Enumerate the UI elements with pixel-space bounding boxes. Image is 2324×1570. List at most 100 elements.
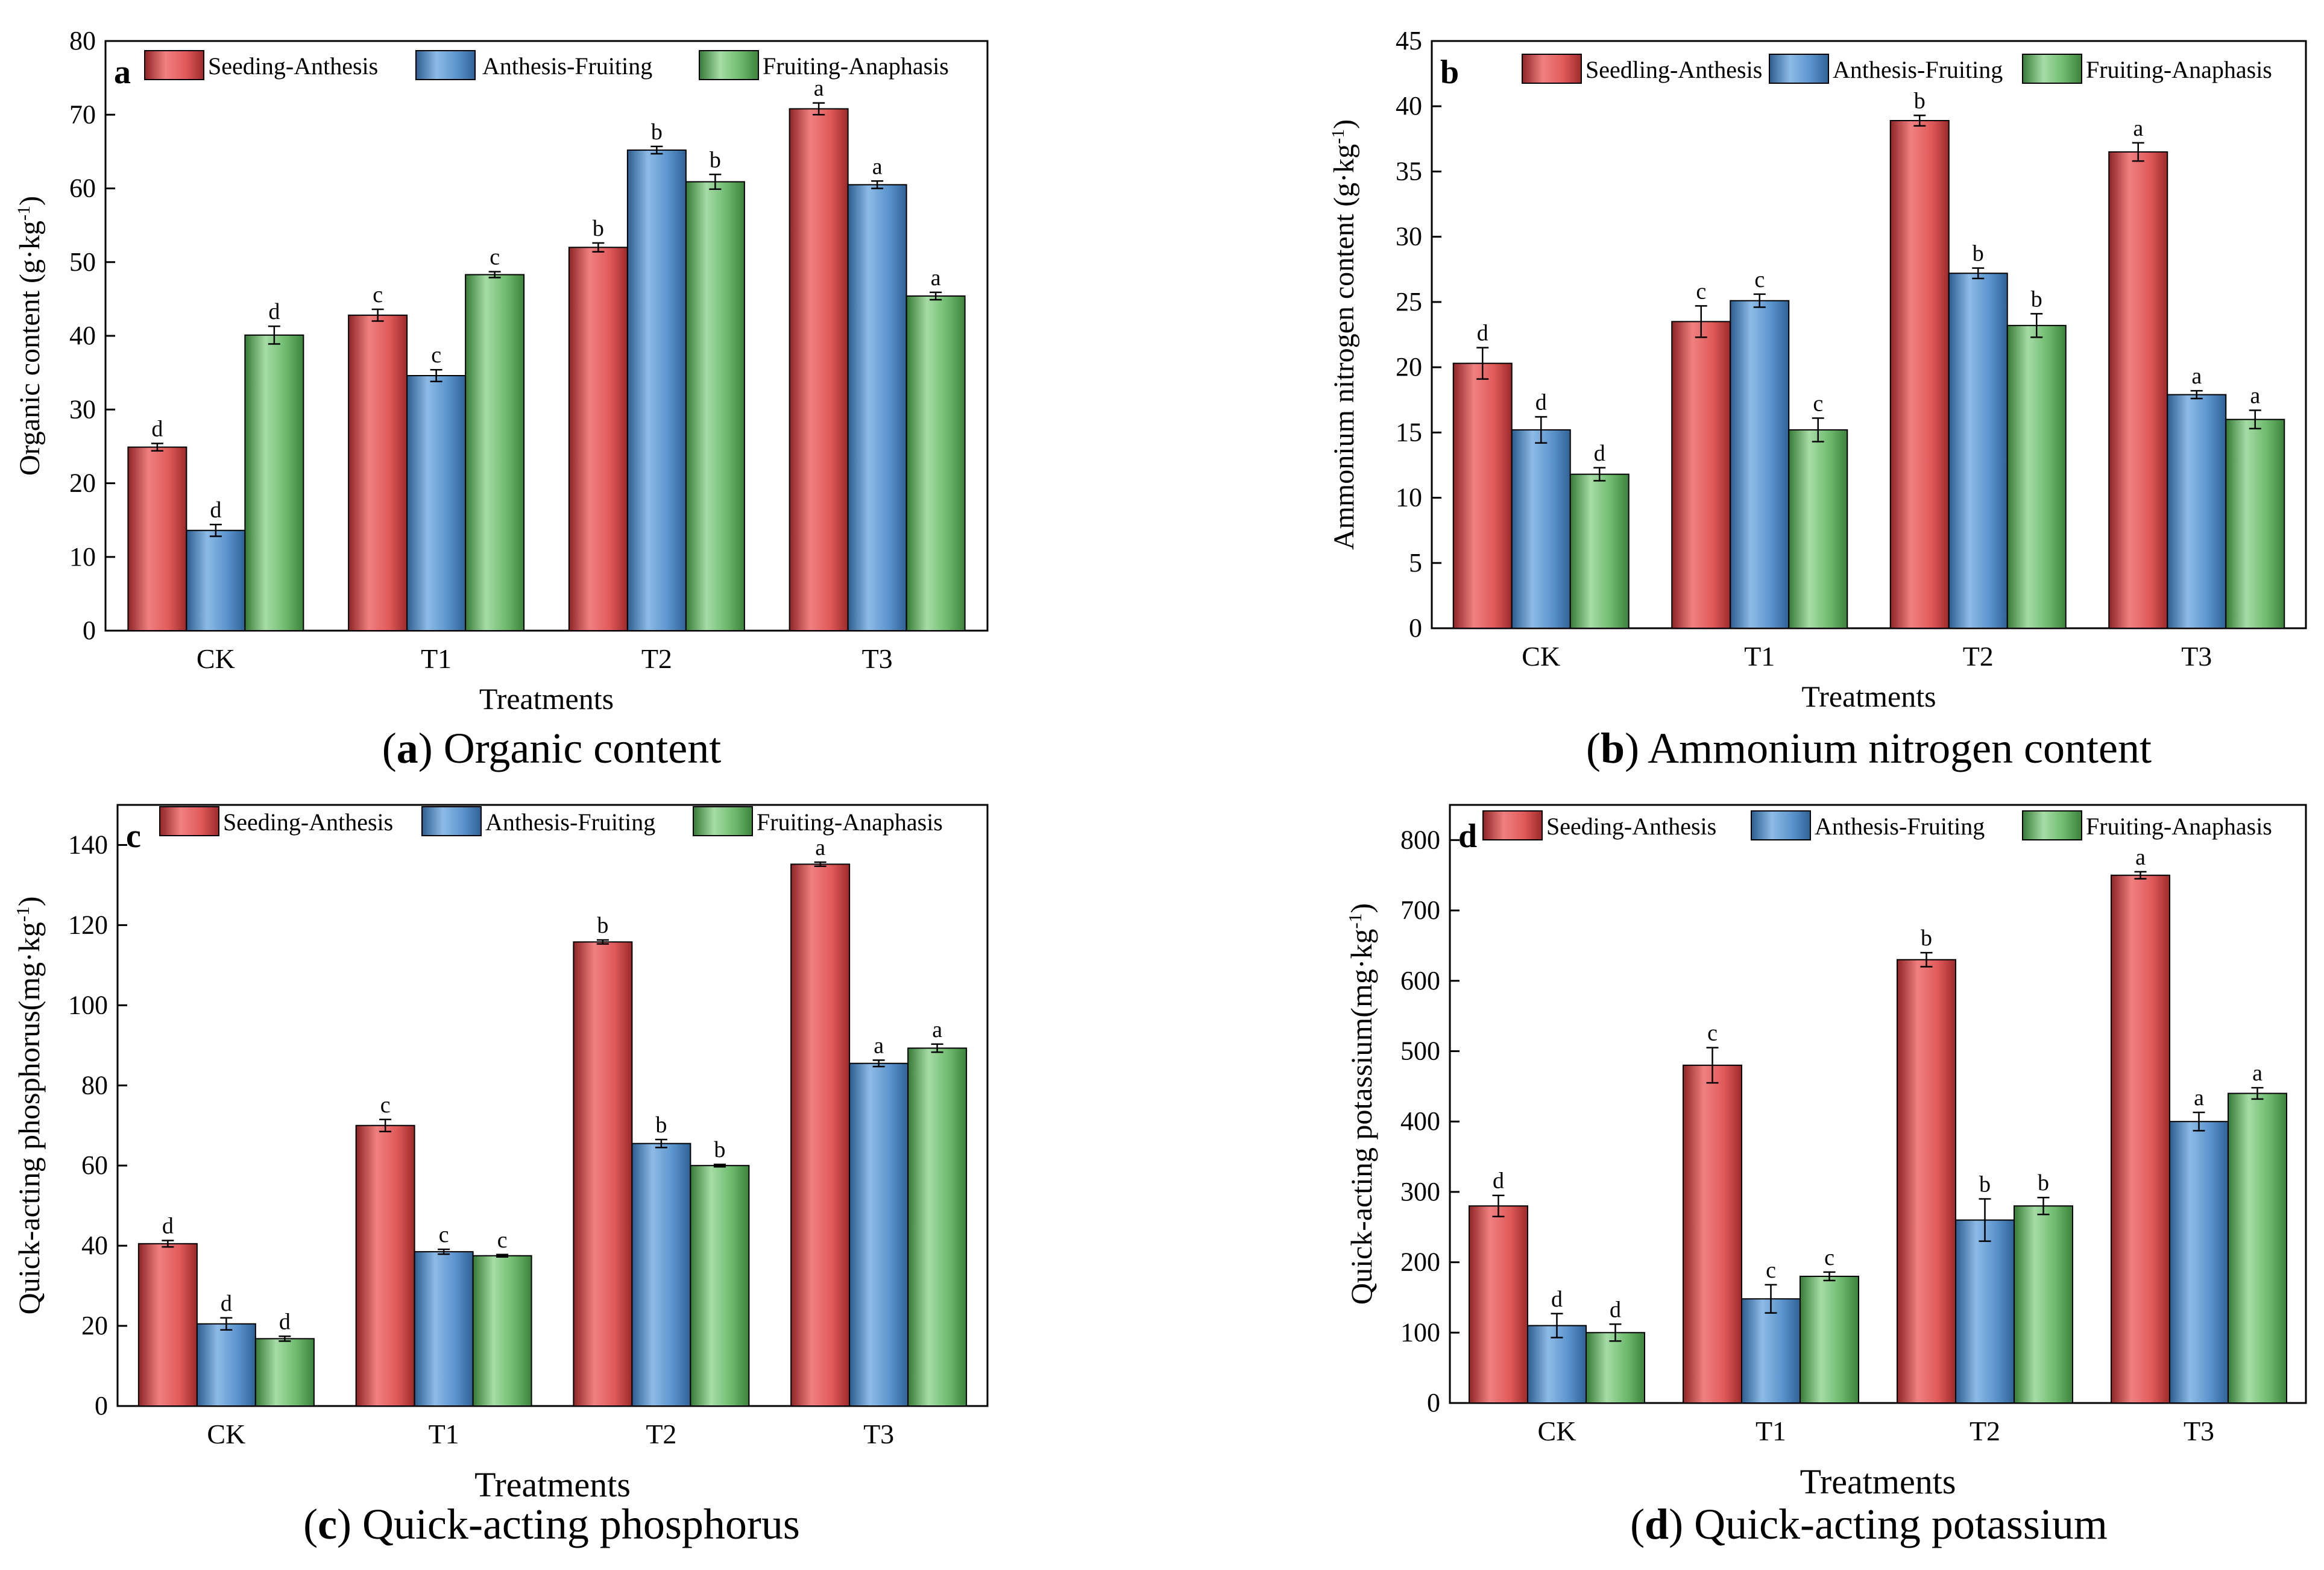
significance-label: c	[439, 1222, 449, 1247]
bar	[2014, 1205, 2073, 1404]
bar	[2111, 874, 2170, 1404]
panel-label: b	[1440, 54, 1459, 91]
y-tick-label: 100	[68, 990, 108, 1020]
y-tick-label: 20	[81, 1311, 108, 1340]
chart-panel-a: 0 10 20 30 40 50 60 70 80 CK d d d T1 c c c T2 b b b T3 a a a a Se…	[14, 26, 989, 772]
caption-letter-bold: d	[1645, 1500, 1669, 1548]
y-tick-label: 60	[69, 174, 96, 203]
panel-label: a	[114, 54, 131, 91]
bar	[2108, 151, 2168, 629]
y-tick-label: 0	[1409, 613, 1422, 643]
figure-caption: (d) Quick-acting potassium	[1630, 1500, 2108, 1548]
bar	[465, 274, 525, 632]
significance-label: d	[210, 497, 221, 523]
significance-label: b	[714, 1137, 725, 1162]
bar	[1671, 321, 1731, 629]
x-axis-label: Treatments	[1801, 679, 1936, 713]
bar	[1469, 1205, 1528, 1404]
significance-label: d	[221, 1291, 232, 1316]
y-tick-label: 5	[1409, 548, 1422, 578]
significance-label: b	[2038, 1170, 2049, 1196]
bar	[905, 295, 966, 631]
y-tick-label: 20	[1396, 352, 1422, 382]
x-tick-label: T1	[1744, 641, 1775, 672]
legend-label: Fruiting-Anaphasis	[2086, 813, 2272, 840]
bar	[127, 446, 187, 631]
legend-label: Fruiting-Anaphasis	[757, 809, 943, 836]
x-tick-label: T3	[2184, 1416, 2214, 1446]
x-tick-label: CK	[1522, 641, 1560, 672]
y-tick-label: 800	[1400, 825, 1440, 854]
bar	[626, 149, 687, 631]
significance-label: c	[490, 245, 500, 270]
significance-label: b	[597, 913, 608, 938]
significance-label: c	[1766, 1258, 1776, 1283]
bar	[690, 1165, 750, 1407]
bar	[1586, 1332, 1645, 1404]
significance-label: b	[1914, 88, 1926, 113]
significance-label: a	[815, 835, 825, 860]
significance-label: d	[1594, 441, 1605, 466]
significance-label: c	[1696, 279, 1706, 304]
x-tick-label: T2	[1963, 641, 1994, 672]
y-tick-label: 20	[69, 468, 96, 498]
y-tick-label: 40	[69, 321, 96, 350]
x-tick-label: T1	[429, 1419, 459, 1449]
bar	[414, 1251, 474, 1407]
x-axis-label: Treatments	[1800, 1462, 1956, 1501]
legend-label: Seedling-Anthesis	[1586, 56, 1762, 83]
legend-label: Anthesis-Fruiting	[1815, 813, 1985, 840]
y-tick-label: 60	[81, 1150, 108, 1180]
significance-label: a	[2191, 364, 2202, 389]
x-tick-label: T2	[1970, 1416, 2000, 1446]
significance-label: d	[151, 416, 163, 441]
y-tick-label: 15	[1396, 417, 1422, 447]
y-tick-label: 120	[68, 910, 108, 939]
x-tick-label: T1	[421, 643, 452, 674]
chart-panel-c: 0 20 40 60 80 100 120 140 CK d d d T1 c c c T2 b b b T3 a a a c S…	[12, 804, 989, 1548]
bar	[254, 1338, 315, 1407]
significance-label: a	[2250, 383, 2260, 409]
bar	[1948, 273, 2008, 629]
bar	[1683, 1064, 1742, 1404]
plot-frame	[1449, 804, 2307, 1404]
y-tick-label: 500	[1400, 1036, 1440, 1065]
legend-swatch	[421, 806, 482, 836]
y-tick-label: 35	[1396, 156, 1422, 186]
bar	[1897, 959, 1956, 1404]
figure-caption: (b) Ammonium nitrogen content	[1586, 724, 2152, 772]
plot-frame	[1431, 40, 2307, 629]
legend-swatch	[1751, 810, 1811, 840]
y-axis-label: Ammonium nitrogen content (g·kg-1)	[1328, 119, 1361, 550]
legend-label: Fruiting-Anaphasis	[763, 52, 949, 80]
bar	[2006, 324, 2067, 629]
bar	[2228, 1092, 2287, 1404]
significance-label: d	[268, 299, 280, 324]
bar	[196, 1323, 256, 1407]
significance-label: d	[1610, 1297, 1621, 1322]
y-tick-label: 50	[69, 247, 96, 277]
x-axis-label: Treatments	[479, 682, 614, 716]
significance-label: a	[874, 1033, 884, 1058]
y-tick-label: 45	[1396, 26, 1422, 55]
y-tick-label: 0	[95, 1391, 108, 1420]
x-tick-label: CK	[197, 643, 235, 674]
bar	[1955, 1219, 2015, 1404]
bar	[847, 184, 907, 631]
significance-label: b	[1979, 1172, 1991, 1197]
bar	[186, 529, 246, 631]
significance-label: a	[932, 1017, 942, 1042]
panel-label: d	[1458, 818, 1477, 855]
x-tick-label: CK	[1538, 1416, 1576, 1446]
bar	[573, 941, 633, 1407]
x-tick-label: T1	[1756, 1416, 1786, 1446]
significance-label: a	[2133, 116, 2143, 141]
legend-label: Seeding-Anthesis	[208, 52, 378, 80]
legend-swatch	[159, 806, 219, 836]
x-axis-label: Treatments	[474, 1465, 631, 1504]
bar	[631, 1143, 691, 1407]
legend-swatch	[699, 50, 759, 80]
plot-frame	[116, 804, 989, 1407]
bar	[1569, 473, 1630, 629]
